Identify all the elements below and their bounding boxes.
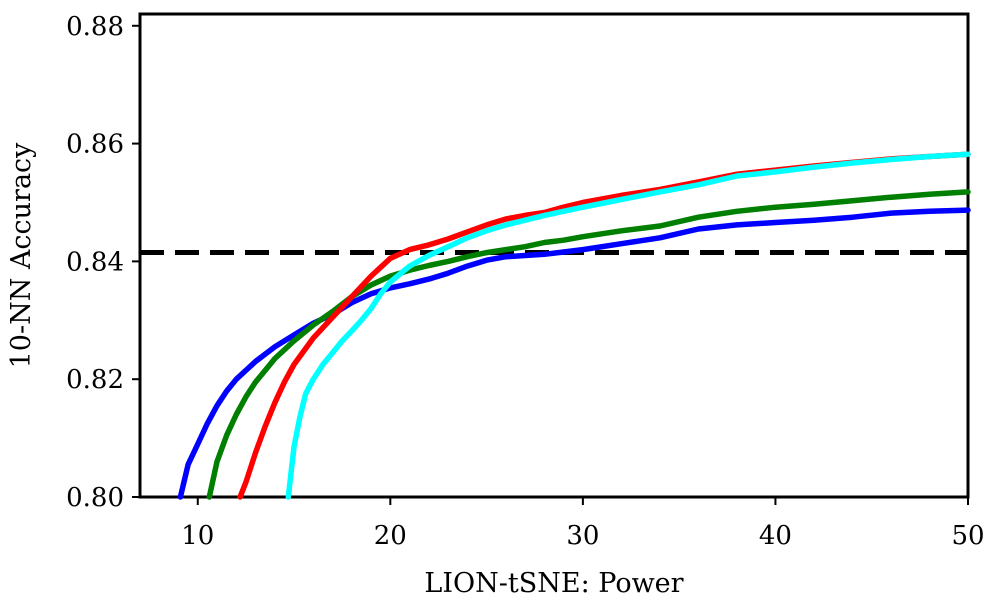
series-line-2 — [206, 189, 971, 500]
x-tick-label: 30 — [566, 521, 599, 551]
x-axis-label: LION-tSNE: Power — [424, 568, 683, 599]
x-tick-label: 10 — [181, 521, 214, 551]
series-layer — [177, 151, 971, 500]
plot-frame — [138, 12, 970, 499]
y-tick-label: 0.80 — [66, 483, 124, 513]
series-line-4 — [285, 151, 971, 500]
x-tick-label: 40 — [759, 521, 792, 551]
x-tick-label: 50 — [951, 521, 984, 551]
y-tick-label: 0.82 — [66, 365, 124, 395]
series-line-1 — [177, 207, 971, 500]
tick-marks — [132, 24, 969, 505]
x-tick-label: 20 — [374, 521, 407, 551]
y-tick-label: 0.84 — [66, 247, 124, 277]
y-tick-label: 0.86 — [66, 130, 124, 160]
y-axis-label: 10-NN Accuracy — [6, 142, 37, 369]
y-tick-label: 0.88 — [66, 12, 124, 42]
